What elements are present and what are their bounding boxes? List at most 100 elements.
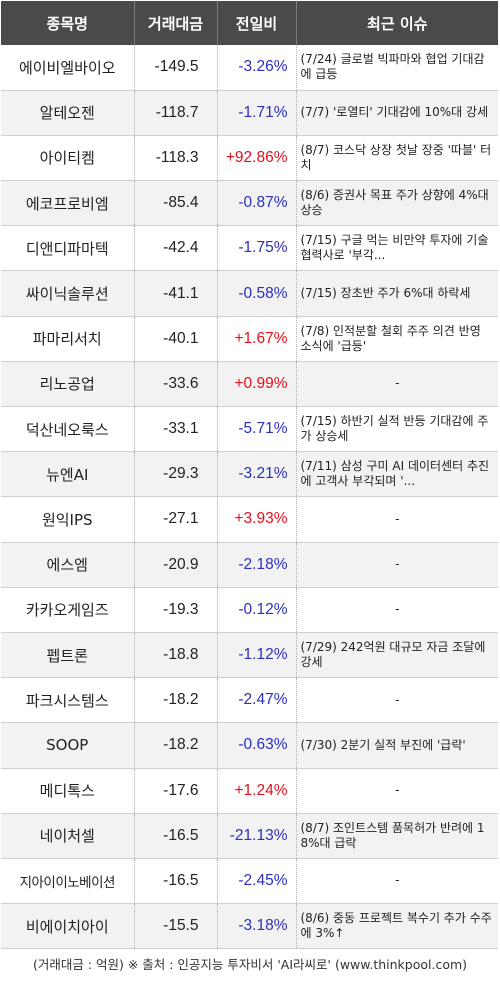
recent-issue-text: (7/15) 하반기 실적 반등 기대감에 주가 상승세 xyxy=(300,414,489,444)
table-row: 파마리서치 -40.1 +1.67% (7/8) 인적분할 철회 주주 의견 반영 소… xyxy=(1,316,498,362)
trade-amount: -15.5 xyxy=(134,903,218,950)
trade-amount: -18.2 xyxy=(134,677,218,724)
price-change: -2.18% xyxy=(217,542,297,588)
stock-table: 종목명 거래대금 전일비 최근 이슈 에이비엘바이오 -149.5 -3.26% (7… xyxy=(1,1,498,950)
recent-issue-text: (8/7) 조인트스템 품목허가 반려에 18%대 급락 xyxy=(300,820,485,850)
table-row: 비에이치아이 -15.5 -3.18% (8/6) 중동 프로젝트 복수기 추가 수주… xyxy=(1,903,498,950)
table-row: 네이처셀 -16.5 -21.13% (8/7) 조인트스템 품목허가 반려에 18%… xyxy=(1,813,498,859)
recent-issue-cell: (7/24) 글로벌 빅파마와 협업 기대감에 급등 xyxy=(296,45,498,91)
price-change: -1.71% xyxy=(217,90,297,136)
stock-name: SOOP xyxy=(1,722,135,769)
recent-issue-text: - xyxy=(395,511,400,526)
recent-issue-cell: - xyxy=(296,496,498,543)
stock-name: 메디톡스 xyxy=(1,768,135,814)
recent-issue-cell: - xyxy=(296,361,498,408)
recent-issue-text: (8/6) 증권사 목표 주가 상향에 4%대 상승 xyxy=(300,188,489,218)
trade-amount: -33.1 xyxy=(134,406,218,453)
trade-amount: -29.3 xyxy=(134,451,218,498)
price-change: +0.99% xyxy=(217,361,297,408)
recent-issue-text: (7/29) 242억원 대규모 자금 조달에 강세 xyxy=(300,640,486,670)
price-change: -0.58% xyxy=(217,270,297,317)
trade-amount: -33.6 xyxy=(134,361,218,408)
recent-issue-text: (7/11) 삼성 구미 AI 데이터센터 추진에 고객사 부각되며 '... xyxy=(300,459,490,489)
table-row: 원익IPS -27.1 +3.93% - xyxy=(1,496,498,543)
price-change: +3.93% xyxy=(217,496,297,543)
table-row: 메디톡스 -17.6 +1.24% - xyxy=(1,768,498,814)
recent-issue-cell: - xyxy=(296,587,498,633)
table-row: 뉴엔AI -29.3 -3.21% (7/11) 삼성 구미 AI 데이터센터 추진에… xyxy=(1,451,498,498)
stock-table-container: 종목명 거래대금 전일비 최근 이슈 에이비엘바이오 -149.5 -3.26% (7… xyxy=(1,1,498,950)
table-row: 알테오젠 -118.7 -1.71% (7/7) '로열티' 기대감에 10%대 강세 xyxy=(1,90,498,136)
stock-name: 펩트론 xyxy=(1,632,135,679)
recent-issue-cell: (8/7) 코스닥 상장 첫날 장중 '따블' 터치 xyxy=(296,135,498,182)
source-footer: (거래대금 : 억원) ※ 출처 : 인공지능 투자비서 'AI라씨로' (ww… xyxy=(32,957,468,972)
trade-amount: -118.3 xyxy=(134,135,218,182)
price-change: -1.12% xyxy=(217,632,297,679)
recent-issue-text: - xyxy=(395,692,400,707)
price-change: -2.47% xyxy=(217,677,297,724)
trade-amount: -16.5 xyxy=(134,858,218,905)
stock-name: 지아이이노베이션 xyxy=(1,858,135,905)
stock-name: 카카오게임즈 xyxy=(1,587,135,633)
table-row: 덕산네오룩스 -33.1 -5.71% (7/15) 하반기 실적 반등 기대감에 주… xyxy=(1,406,498,453)
recent-issue-cell: (8/6) 중동 프로젝트 복수기 추가 수주에 3%↑ xyxy=(296,903,498,950)
stock-name: 비에이치아이 xyxy=(1,903,135,950)
price-change: -3.21% xyxy=(217,451,297,498)
price-change: -0.63% xyxy=(217,722,297,769)
price-change: -2.45% xyxy=(217,858,297,905)
stock-name: 에스엠 xyxy=(1,542,135,588)
trade-amount: -27.1 xyxy=(134,496,218,543)
stock-name: 뉴엔AI xyxy=(1,451,135,498)
price-change: +92.86% xyxy=(217,135,297,182)
price-change: +1.24% xyxy=(217,768,297,814)
trade-amount: -40.1 xyxy=(134,316,218,362)
recent-issue-text: (8/6) 중동 프로젝트 복수기 추가 수주에 3%↑ xyxy=(300,911,492,941)
stock-name: 네이처셀 xyxy=(1,813,135,859)
recent-issue-text: (7/24) 글로벌 빅파마와 협업 기대감에 급등 xyxy=(300,52,485,82)
recent-issue-cell: (8/6) 증권사 목표 주가 상향에 4%대 상승 xyxy=(296,180,498,227)
price-change: -21.13% xyxy=(217,813,297,859)
recent-issue-text: (7/15) 장초반 주가 6%대 하락세 xyxy=(300,286,471,301)
table-body: 에이비엘바이오 -149.5 -3.26% (7/24) 글로벌 빅파마와 협업 기대… xyxy=(1,45,498,950)
recent-issue-text: - xyxy=(395,557,400,572)
stock-name: 리노공업 xyxy=(1,361,135,408)
recent-issue-cell: - xyxy=(296,542,498,588)
table-row: 리노공업 -33.6 +0.99% - xyxy=(1,361,498,408)
recent-issue-cell: (8/7) 조인트스템 품목허가 반려에 18%대 급락 xyxy=(296,813,498,859)
recent-issue-cell: - xyxy=(296,677,498,724)
header-change: 전일비 xyxy=(217,1,297,45)
price-change: +1.67% xyxy=(217,316,297,362)
trade-amount: -17.6 xyxy=(134,768,218,814)
recent-issue-cell: (7/15) 하반기 실적 반등 기대감에 주가 상승세 xyxy=(296,406,498,453)
recent-issue-cell: (7/30) 2분기 실적 부진에 '급락' xyxy=(296,722,498,769)
trade-amount: -149.5 xyxy=(134,45,218,91)
stock-name: 디앤디파마텍 xyxy=(1,225,135,272)
table-row: 싸이닉솔루션 -41.1 -0.58% (7/15) 장초반 주가 6%대 하락세 xyxy=(1,270,498,317)
table-row: 에코프로비엠 -85.4 -0.87% (8/6) 증권사 목표 주가 상향에 4%대… xyxy=(1,180,498,227)
recent-issue-cell: (7/8) 인적분할 철회 주주 의견 반영 소식에 '급등' xyxy=(296,316,498,362)
stock-name: 에이비엘바이오 xyxy=(1,45,135,91)
recent-issue-cell: (7/7) '로열티' 기대감에 10%대 강세 xyxy=(296,90,498,136)
recent-issue-text: (7/15) 구글 먹는 비만약 투자에 기술 협력사로 '부각... xyxy=(300,233,489,263)
recent-issue-text: - xyxy=(395,873,400,888)
header-issue: 최근 이슈 xyxy=(296,1,498,45)
trade-amount: -19.3 xyxy=(134,587,218,633)
recent-issue-cell: (7/15) 구글 먹는 비만약 투자에 기술 협력사로 '부각... xyxy=(296,225,498,272)
recent-issue-text: - xyxy=(395,376,400,391)
stock-name: 알테오젠 xyxy=(1,90,135,136)
trade-amount: -18.2 xyxy=(134,722,218,769)
price-change: -3.18% xyxy=(217,903,297,950)
table-row: 에스엠 -20.9 -2.18% - xyxy=(1,542,498,588)
trade-amount: -41.1 xyxy=(134,270,218,317)
header-name: 종목명 xyxy=(1,1,135,45)
recent-issue-text: (7/8) 인적분할 철회 주주 의견 반영 소식에 '급등' xyxy=(300,323,481,353)
stock-name: 에코프로비엠 xyxy=(1,180,135,227)
trade-amount: -118.7 xyxy=(134,90,218,136)
stock-name: 파마리서치 xyxy=(1,316,135,362)
trade-amount: -42.4 xyxy=(134,225,218,272)
table-row: 에이비엘바이오 -149.5 -3.26% (7/24) 글로벌 빅파마와 협업 기대… xyxy=(1,45,498,91)
stock-name: 덕산네오룩스 xyxy=(1,406,135,453)
price-change: -0.12% xyxy=(217,587,297,633)
recent-issue-cell: (7/29) 242억원 대규모 자금 조달에 강세 xyxy=(296,632,498,679)
recent-issue-text: (7/30) 2분기 실적 부진에 '급락' xyxy=(300,737,466,752)
